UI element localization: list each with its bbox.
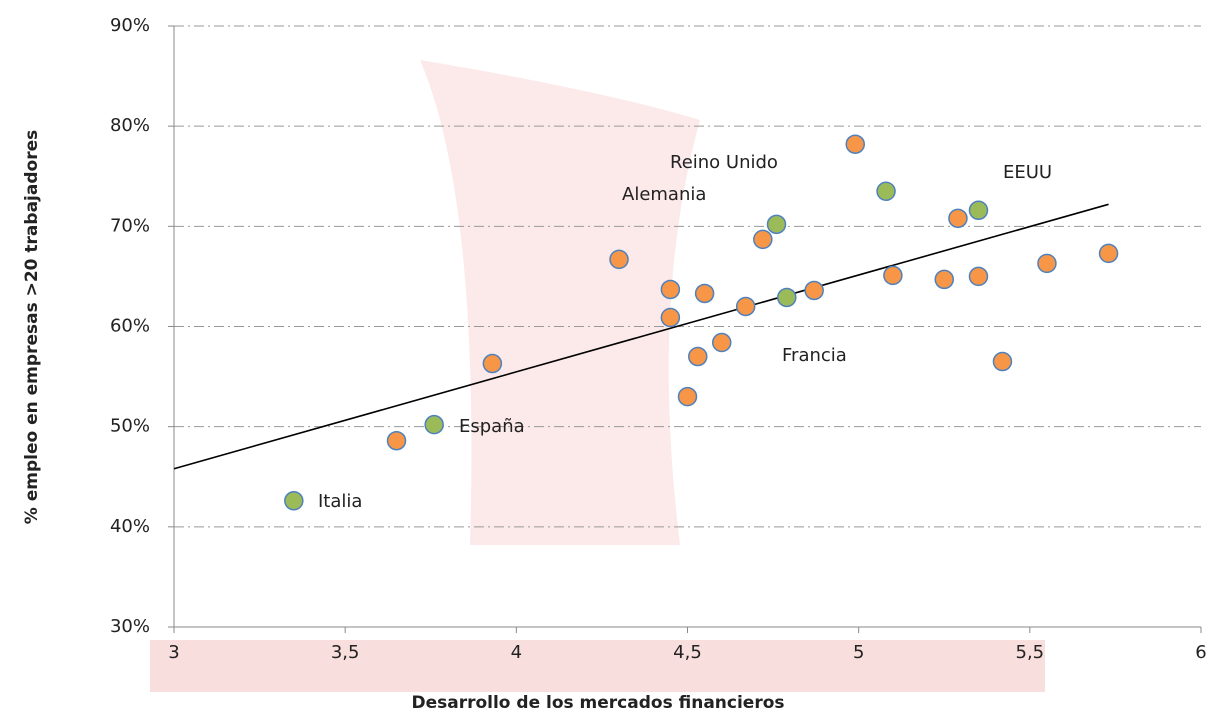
x-axis-title: Desarrollo de los mercados financieros xyxy=(411,693,784,713)
point xyxy=(884,266,902,284)
point xyxy=(1100,244,1118,262)
point xyxy=(778,288,796,306)
point xyxy=(696,284,714,302)
x-tick-label: 4 xyxy=(511,642,522,663)
y-tick-label: 80% xyxy=(110,115,150,136)
point xyxy=(969,201,987,219)
point xyxy=(846,135,864,153)
point xyxy=(679,388,697,406)
chart: 30% 40% 50% 60% 70% 80% 90% 3 3,5 4 4,5 5 5,5 6 Desar… xyxy=(0,0,1211,721)
point xyxy=(610,250,628,268)
point xyxy=(425,416,443,434)
point xyxy=(949,209,967,227)
y-tick-label: 70% xyxy=(110,215,150,236)
background xyxy=(150,60,1045,692)
annotation: EEUU xyxy=(1003,162,1052,183)
point xyxy=(713,334,731,352)
x-tick-label: 4,5 xyxy=(673,642,702,663)
y-axis-title: % empleo en empresas >20 trabajadores xyxy=(22,130,42,524)
y-tick-label: 90% xyxy=(110,15,150,36)
point xyxy=(935,270,953,288)
point xyxy=(661,280,679,298)
x-tick-label: 3,5 xyxy=(331,642,360,663)
annotation: Francia xyxy=(782,345,847,366)
point xyxy=(993,353,1011,371)
point xyxy=(285,492,303,510)
y-tick-label: 50% xyxy=(110,416,150,437)
annotation: Italia xyxy=(318,491,362,512)
y-tick-label: 60% xyxy=(110,316,150,337)
point xyxy=(754,230,772,248)
point xyxy=(689,348,707,366)
point xyxy=(1038,254,1056,272)
annotation: Alemania xyxy=(622,184,706,205)
point xyxy=(877,182,895,200)
point xyxy=(661,308,679,326)
point xyxy=(805,281,823,299)
annotation: España xyxy=(459,416,525,437)
point xyxy=(768,215,786,233)
point xyxy=(969,267,987,285)
point xyxy=(388,432,406,450)
point xyxy=(737,297,755,315)
x-tick-label: 5,5 xyxy=(1016,642,1045,663)
y-tick-label: 30% xyxy=(110,616,150,637)
x-tick-label: 5 xyxy=(853,642,864,663)
point xyxy=(483,355,501,373)
y-tick-label: 40% xyxy=(110,516,150,537)
x-tick-label: 3 xyxy=(168,642,179,663)
annotation: Reino Unido xyxy=(670,152,778,173)
x-tick-label: 6 xyxy=(1195,642,1206,663)
